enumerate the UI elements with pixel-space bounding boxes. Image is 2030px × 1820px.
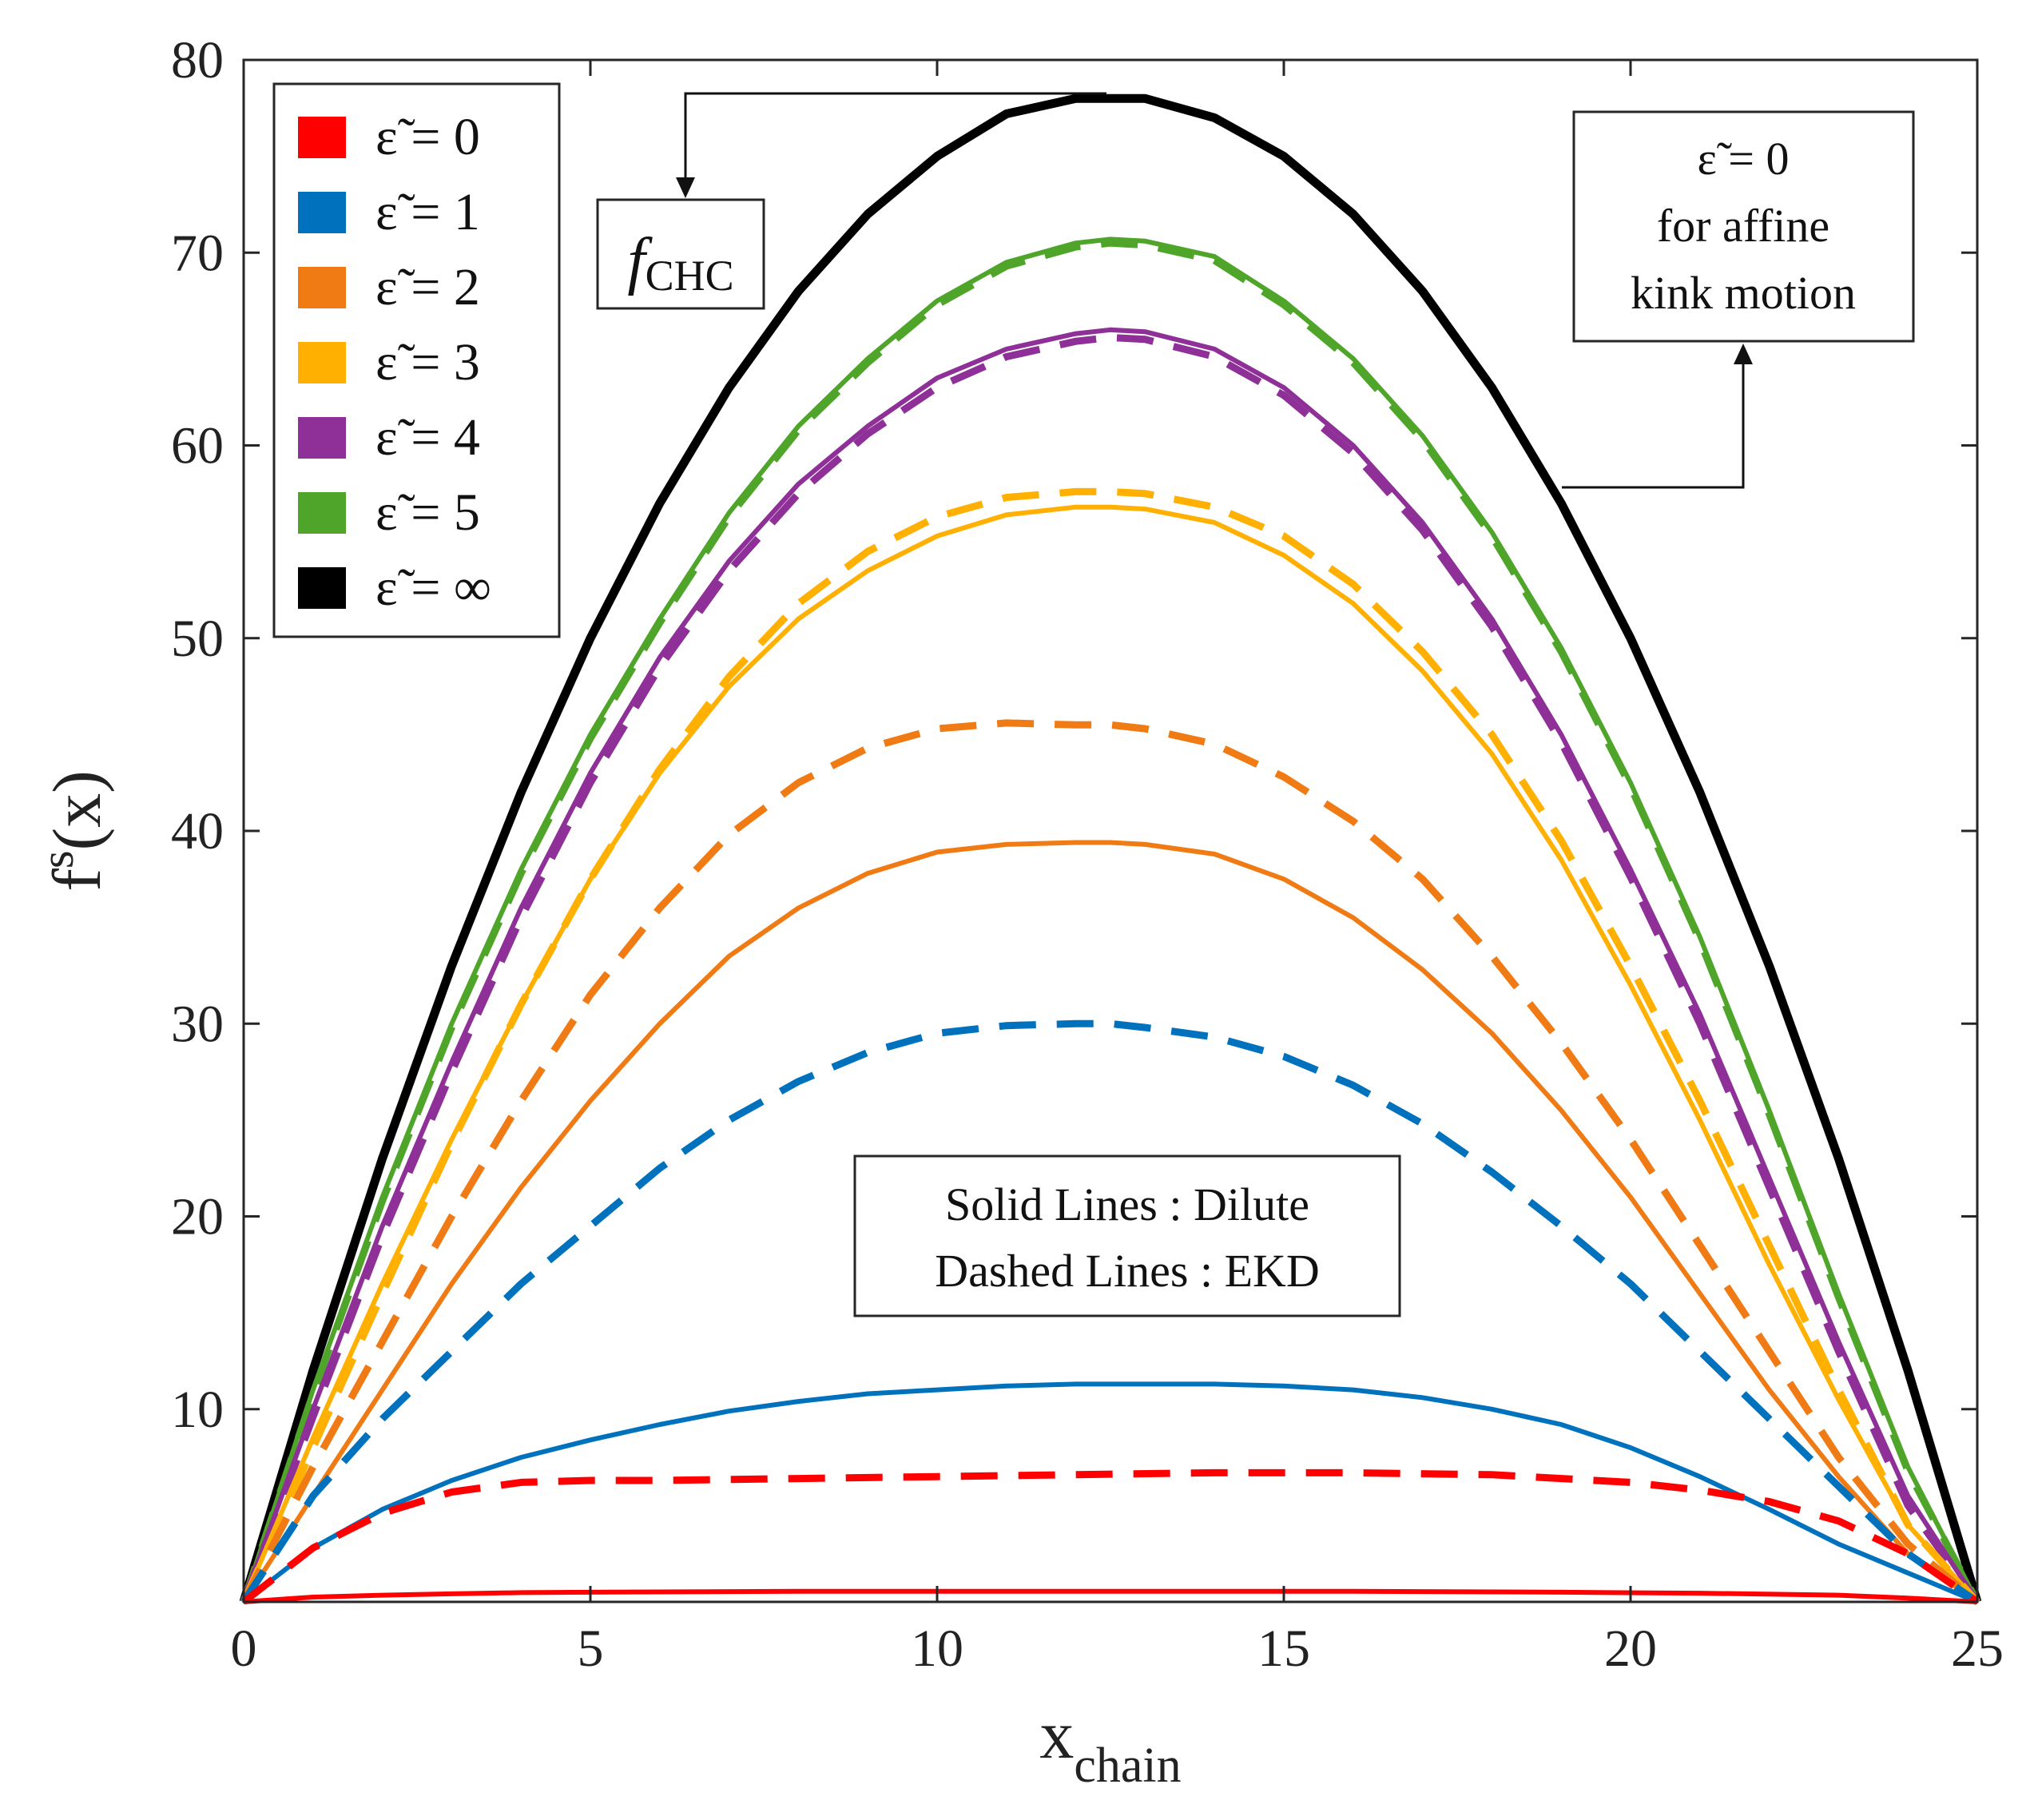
y-tick-label-10: 10 — [171, 1381, 224, 1439]
legend-label-eps-inf: ε̃ = ∞ — [375, 558, 491, 617]
affine-arrow-head — [1734, 344, 1753, 364]
legend-label-eps-4: ε̃ = 4 — [375, 408, 480, 467]
affine-arrow-line — [1562, 361, 1745, 489]
fchc-label: fCHC — [627, 226, 733, 300]
legend-swatch-eps-inf — [298, 567, 346, 609]
x-tick-label-25: 25 — [1951, 1619, 2004, 1678]
y-tick-label-40: 40 — [171, 802, 224, 860]
affine-line-2: for affine — [1657, 200, 1829, 252]
series-line-eps-4-dilute-3 — [241, 327, 1980, 1603]
line-style-solid: Solid Lines : Dilute — [945, 1178, 1309, 1230]
line-style-dashed: Dashed Lines : EKD — [935, 1245, 1320, 1297]
y-tick-label-50: 50 — [171, 610, 224, 668]
affine-line-1: ε̃ = 0 — [1697, 133, 1789, 185]
series-line-eps-0-ekd-12 — [241, 1468, 1980, 1605]
x-tick-label-5: 5 — [578, 1619, 604, 1678]
y-tick-label-20: 20 — [171, 1188, 224, 1246]
legend-swatch-eps-5 — [298, 492, 346, 534]
y-tick-label-60: 60 — [171, 417, 224, 475]
series-line-eps-2-dilute-7 — [241, 840, 1979, 1604]
fchc-annotation: fCHC — [596, 92, 1106, 310]
x-tick-label-0: 0 — [231, 1619, 257, 1678]
legend-label-eps-0: ε̃ = 0 — [375, 108, 480, 166]
y-tick-label-30: 30 — [171, 995, 224, 1053]
affine-annotation: ε̃ = 0 for affine kink motion — [1562, 110, 1915, 489]
affine-box — [1572, 110, 1915, 343]
series-layer — [239, 93, 1982, 1605]
legend-label-eps-2: ε̃ = 2 — [375, 258, 480, 316]
y-axis-title: fs(x) — [31, 770, 115, 892]
series-line-eps-4-ekd-4 — [240, 333, 1980, 1604]
series-line-eps-1-dilute-9 — [242, 1381, 1979, 1604]
line-style-box — [853, 1154, 1401, 1317]
legend-swatch-eps-2 — [298, 267, 346, 308]
series-line-eps-2-ekd-8 — [240, 719, 1980, 1605]
fchc-arrow-head — [676, 177, 695, 198]
fchc-arrow-line — [684, 92, 1106, 182]
series-line-eps-inf-0 — [239, 93, 1982, 1603]
legend-swatch-eps-0 — [298, 117, 346, 158]
tick-layer: 0 5 10 15 20 25 10 20 30 40 50 60 70 80 — [171, 31, 2004, 1678]
y-tick-label-70: 70 — [171, 224, 224, 282]
legend-swatch-eps-3 — [298, 342, 346, 383]
y-tick-label-80: 80 — [171, 31, 224, 89]
affine-line-3: kink motion — [1631, 267, 1856, 319]
x-axis-title: xchain — [1039, 1696, 1181, 1793]
x-tick-label-15: 15 — [1257, 1619, 1310, 1678]
legend-label-eps-3: ε̃ = 3 — [375, 333, 480, 391]
legend-label-eps-5: ε̃ = 5 — [375, 483, 480, 542]
fchc-box — [596, 198, 765, 310]
line-style-annotation: Solid Lines : Dilute Dashed Lines : EKD — [853, 1154, 1401, 1317]
legend-label-eps-1: ε̃ = 1 — [375, 183, 480, 241]
series-line-eps-5-ekd-2 — [240, 239, 1980, 1604]
x-tick-label-20: 20 — [1604, 1619, 1657, 1678]
x-tick-label-10: 10 — [911, 1619, 963, 1678]
legend: ε̃ = 0 ε̃ = 1 ε̃ = 2 ε̃ = 3 ε̃ = 4 ε̃ = … — [272, 82, 561, 638]
legend-swatch-eps-4 — [298, 417, 346, 459]
legend-swatch-eps-1 — [298, 192, 346, 233]
series-line-eps-1-ekd-10 — [240, 1019, 1980, 1605]
series-line-eps-3-ekd-6 — [240, 487, 1980, 1605]
